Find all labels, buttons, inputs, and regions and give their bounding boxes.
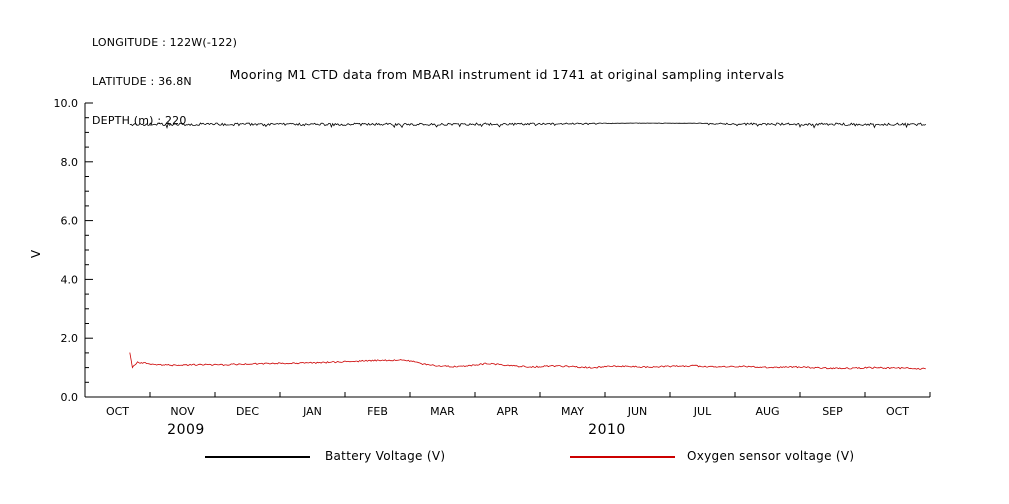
svg-text:10.0: 10.0	[54, 97, 79, 110]
svg-text:JAN: JAN	[302, 405, 322, 418]
svg-text:8.0: 8.0	[61, 156, 79, 169]
year-label-2009: 2009	[167, 422, 205, 438]
y-axis-ticks	[85, 102, 93, 398]
svg-text:0.0: 0.0	[61, 391, 79, 404]
svg-text:SEP: SEP	[822, 405, 843, 418]
battery-voltage-series	[129, 121, 926, 129]
battery-legend-line	[205, 456, 310, 458]
svg-text:APR: APR	[497, 405, 519, 418]
svg-text:2.0: 2.0	[61, 332, 79, 345]
svg-text:DEC: DEC	[236, 405, 259, 418]
y-tick-labels: 0.0 2.0 4.0 6.0 8.0 10.0	[54, 97, 79, 404]
x-tick-labels: OCT NOV DEC JAN FEB MAR APR MAY JUN JUL AUG SEP OCT	[106, 405, 909, 418]
year-label-2010: 2010	[588, 422, 626, 438]
svg-text:OCT: OCT	[106, 405, 129, 418]
svg-text:MAY: MAY	[561, 405, 584, 418]
depth-label: DEPTH (m) : 220	[92, 114, 187, 127]
longitude-label: LONGITUDE : 122W(-122)	[92, 36, 238, 49]
oxygen-voltage-series	[129, 352, 926, 370]
svg-text:4.0: 4.0	[61, 273, 79, 286]
axes	[84, 103, 930, 398]
svg-text:FEB: FEB	[367, 405, 388, 418]
svg-text:OCT: OCT	[886, 405, 909, 418]
oxygen-legend-line	[570, 456, 675, 458]
battery-legend-label: Battery Voltage (V)	[325, 449, 446, 463]
svg-text:6.0: 6.0	[61, 215, 79, 228]
svg-text:V: V	[29, 249, 43, 258]
y-axis-title: V	[29, 249, 43, 258]
svg-text:MAR: MAR	[430, 405, 455, 418]
chart-title: Mooring M1 CTD data from MBARI instrumen…	[229, 67, 785, 82]
station-metadata: LONGITUDE : 122W(-122) LATITUDE : 36.8N …	[92, 10, 237, 153]
x-axis-ticks	[84, 392, 931, 397]
svg-text:JUN: JUN	[627, 405, 648, 418]
svg-text:AUG: AUG	[755, 405, 779, 418]
svg-text:NOV: NOV	[170, 405, 195, 418]
latitude-label: LATITUDE : 36.8N	[92, 75, 192, 88]
svg-text:JUL: JUL	[693, 405, 712, 418]
oxygen-legend-label: Oxygen sensor voltage (V)	[687, 449, 855, 463]
